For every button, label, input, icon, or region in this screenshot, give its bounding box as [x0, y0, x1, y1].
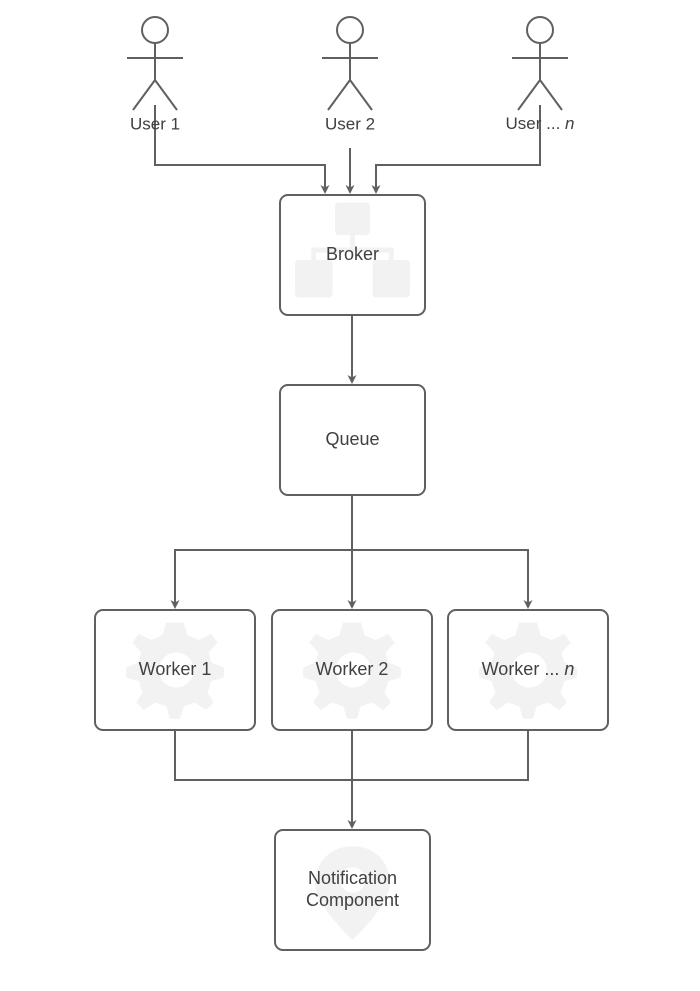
actor-label: User 1 — [130, 114, 180, 133]
node-label: Queue — [325, 429, 379, 449]
edge-worker1-merge — [175, 730, 352, 780]
edge-user1-broker — [155, 105, 325, 192]
actor-user3: User ... n — [506, 17, 575, 133]
actor-user2: User 2 — [322, 17, 378, 133]
node-label: Worker 1 — [139, 659, 212, 679]
actor-label: User 2 — [325, 114, 375, 133]
node-label: Worker ... n — [482, 659, 575, 679]
node-notif: NotificationComponent — [275, 830, 430, 950]
node-worker2: Worker 2 — [272, 610, 432, 730]
architecture-diagram: User 1 User 2 User ... n Broker Queue Worker… — [0, 0, 700, 991]
edge-worker3-merge — [352, 730, 528, 780]
node-broker: Broker — [280, 195, 425, 315]
node-label: Broker — [326, 244, 379, 264]
edge-split-worker1 — [175, 550, 352, 607]
node-label: Worker 2 — [316, 659, 389, 679]
actor-label: User ... n — [506, 114, 575, 133]
actor-user1: User 1 — [127, 17, 183, 133]
edge-split-worker3 — [352, 550, 528, 607]
node-worker3: Worker ... n — [448, 610, 608, 730]
node-queue: Queue — [280, 385, 425, 495]
node-worker1: Worker 1 — [95, 610, 255, 730]
actors: User 1 User 2 User ... n — [127, 17, 574, 133]
